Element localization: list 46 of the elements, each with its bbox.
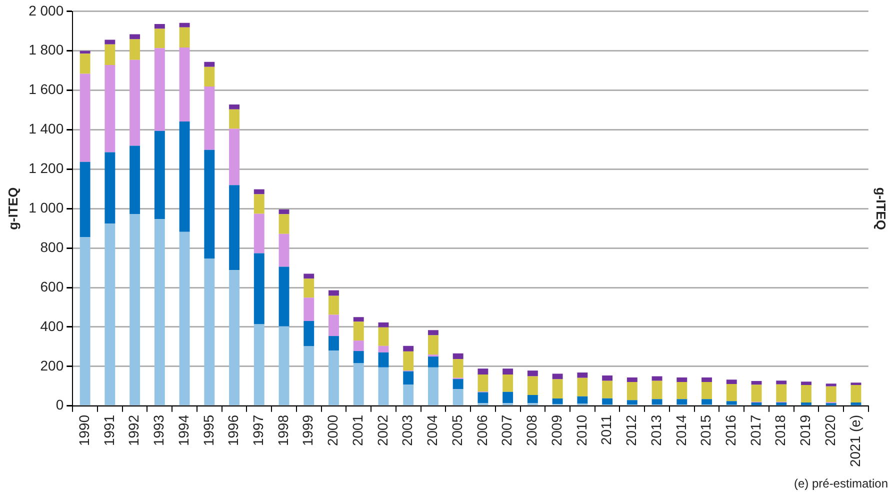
x-tick-label: 2012 xyxy=(623,414,640,446)
y-tick-label: 1 800 xyxy=(28,42,64,58)
x-tick-label: 1999 xyxy=(300,414,316,446)
x-tick-label: 1998 xyxy=(274,414,291,446)
x-tick-label: 2011 xyxy=(598,414,614,445)
x-tick-label: 2016 xyxy=(722,414,738,446)
x-tick-label: 2017 xyxy=(747,414,764,446)
x-tick-label: 1995 xyxy=(200,414,216,446)
y-tick-label: 1 200 xyxy=(28,160,64,176)
x-tick-label: 1994 xyxy=(175,414,192,446)
y-tick-label: 2 000 xyxy=(28,2,64,18)
y-tick-label: 800 xyxy=(40,238,64,255)
y-tick-label: 1 400 xyxy=(28,120,64,137)
y-tick-label: 400 xyxy=(40,318,64,334)
x-tick-label: 2008 xyxy=(524,414,540,446)
x-tick-label: 2013 xyxy=(648,414,664,446)
x-tick-label: 1992 xyxy=(126,414,142,446)
x-tick-label: 2000 xyxy=(324,414,341,446)
x-tick-label: 2003 xyxy=(399,414,416,446)
x-tick-label: 2002 xyxy=(374,414,390,446)
x-tick-label: 1997 xyxy=(250,414,266,446)
y-tick-label: 0 xyxy=(56,396,64,413)
x-tick-label: 2021 (e) xyxy=(846,414,863,468)
x-tick-label: 1991 xyxy=(100,414,117,446)
x-tick-label: 2010 xyxy=(573,414,590,446)
y-axis-title: g-ITEQ xyxy=(5,187,20,230)
x-tick-label: 1993 xyxy=(150,414,167,446)
y-tick-label: 600 xyxy=(40,278,64,294)
x-tick-label: 2019 xyxy=(797,414,814,446)
x-tick-label: 2014 xyxy=(672,414,689,446)
x-tick-label: 2006 xyxy=(474,414,490,446)
x-tick-label: 2005 xyxy=(448,414,465,446)
text: (e) pré-estimation xyxy=(794,476,888,490)
x-tick-label: 1996 xyxy=(225,414,242,446)
x-tick-label: 2018 xyxy=(772,414,788,446)
x-tick-label: 2009 xyxy=(548,414,564,446)
x-tick-label: 2001 xyxy=(349,414,366,446)
x-tick-label: 2015 xyxy=(698,414,714,446)
y2-axis-title: g-ITEQ xyxy=(874,187,889,230)
y-tick-label: 1 000 xyxy=(28,199,64,216)
x-tick-label: 2007 xyxy=(498,414,515,446)
y-tick-label: 1 600 xyxy=(28,81,64,98)
x-tick-label: 2020 xyxy=(822,414,838,446)
x-tick-label: 2004 xyxy=(424,414,440,446)
y-tick-label: 200 xyxy=(40,357,64,374)
x-tick-label: 1990 xyxy=(76,414,92,446)
